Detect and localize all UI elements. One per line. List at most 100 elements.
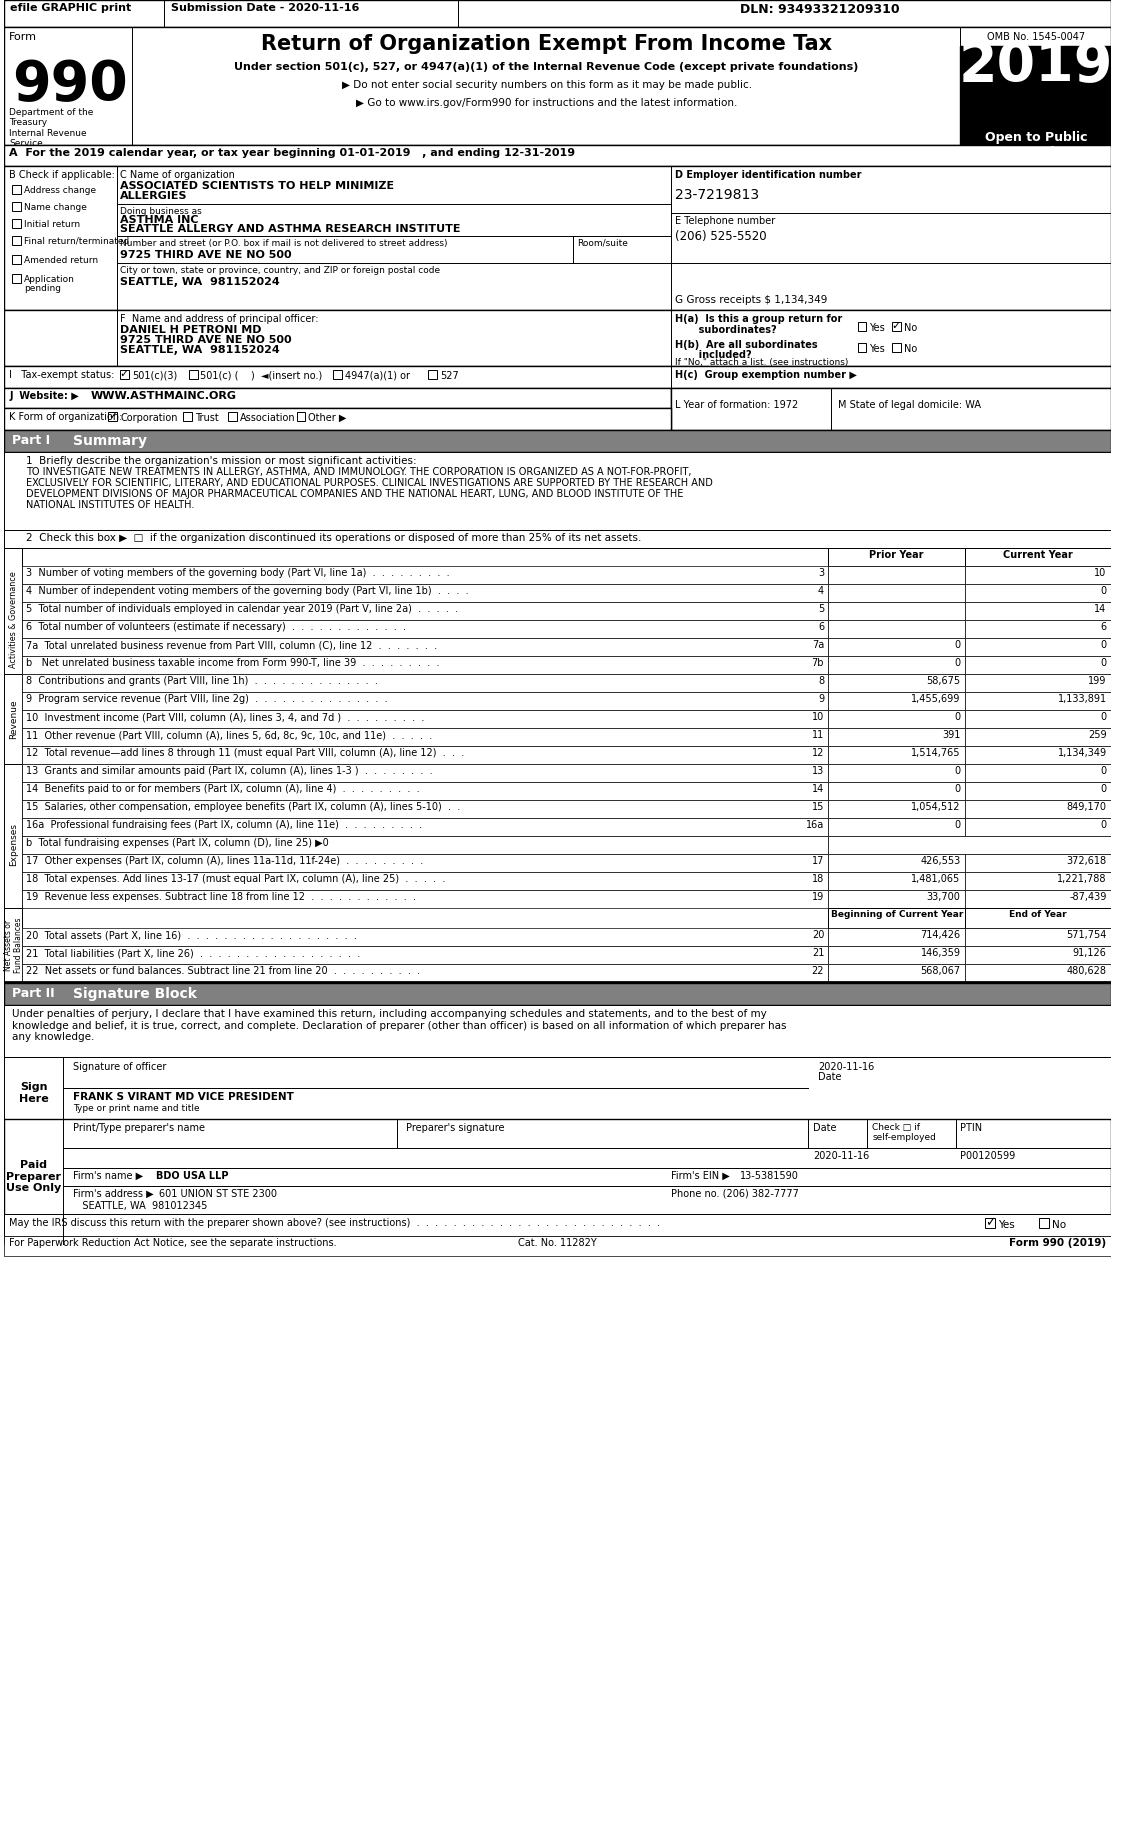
Text: 1,221,788: 1,221,788 xyxy=(1057,874,1106,883)
Bar xyxy=(23,835,828,854)
Bar xyxy=(828,548,965,566)
Bar xyxy=(828,585,965,601)
Text: 15: 15 xyxy=(812,802,824,811)
Bar xyxy=(965,782,1111,800)
Text: 1,455,699: 1,455,699 xyxy=(911,693,961,704)
Bar xyxy=(965,585,1111,601)
Bar xyxy=(12,236,21,245)
Text: 13  Grants and similar amounts paid (Part IX, column (A), lines 1-3 )  .  .  .  : 13 Grants and similar amounts paid (Part… xyxy=(26,765,432,776)
Bar xyxy=(965,620,1111,638)
Bar xyxy=(5,907,23,983)
Text: 22: 22 xyxy=(812,966,824,975)
Bar xyxy=(120,371,129,380)
Bar xyxy=(672,387,1111,430)
Bar xyxy=(183,411,192,420)
Bar xyxy=(23,763,828,782)
Text: 849,170: 849,170 xyxy=(1067,802,1106,811)
Bar xyxy=(12,275,21,282)
Bar xyxy=(828,928,965,946)
Text: No: No xyxy=(903,345,917,354)
Text: H(c)  Group exemption number ▶: H(c) Group exemption number ▶ xyxy=(675,371,857,380)
Bar xyxy=(5,1235,1111,1256)
Bar xyxy=(5,548,23,692)
Bar xyxy=(828,835,1111,854)
Text: 16a  Professional fundraising fees (Part IX, column (A), line 11e)  .  .  .  .  : 16a Professional fundraising fees (Part … xyxy=(26,821,422,830)
Bar xyxy=(23,964,828,983)
Bar xyxy=(965,601,1111,620)
Bar xyxy=(828,638,965,656)
Bar xyxy=(23,782,828,800)
Text: Other ▶: Other ▶ xyxy=(308,413,347,422)
Bar xyxy=(828,656,965,675)
Text: Current Year: Current Year xyxy=(1003,550,1073,561)
Text: Activities & Governance: Activities & Governance xyxy=(9,572,18,668)
Bar xyxy=(965,728,1111,747)
Bar xyxy=(5,0,1111,28)
Text: Prior Year: Prior Year xyxy=(869,550,924,561)
Text: K Form of organization:: K Form of organization: xyxy=(9,411,123,422)
Bar xyxy=(12,184,21,194)
Text: 4  Number of independent voting members of the governing body (Part VI, line 1b): 4 Number of independent voting members o… xyxy=(26,586,469,596)
Bar xyxy=(965,872,1111,891)
Text: E Telephone number: E Telephone number xyxy=(675,216,776,227)
Bar xyxy=(23,819,828,835)
Text: 21: 21 xyxy=(812,948,824,959)
Bar xyxy=(892,323,901,332)
Bar xyxy=(23,946,828,964)
Bar xyxy=(189,371,198,380)
Bar xyxy=(23,800,828,819)
Bar xyxy=(965,907,1111,928)
Text: subordinates?: subordinates? xyxy=(675,325,777,336)
Text: 7b: 7b xyxy=(812,658,824,668)
Bar xyxy=(228,411,237,420)
Bar xyxy=(23,872,828,891)
Text: Trust: Trust xyxy=(194,413,218,422)
Text: Beginning of Current Year: Beginning of Current Year xyxy=(831,909,963,918)
Text: Expenses: Expenses xyxy=(9,824,18,867)
Bar xyxy=(108,411,117,420)
Bar xyxy=(5,365,1111,387)
Text: 501(c)(3): 501(c)(3) xyxy=(132,371,177,382)
Text: Name change: Name change xyxy=(24,203,87,212)
Text: End of Year: End of Year xyxy=(1009,909,1067,918)
Text: 12: 12 xyxy=(812,749,824,758)
Bar xyxy=(828,747,965,763)
Text: 501(c) (    )  ◄(insert no.): 501(c) ( ) ◄(insert no.) xyxy=(201,371,323,382)
Text: 0: 0 xyxy=(954,712,961,723)
Text: Firm's address ▶: Firm's address ▶ xyxy=(73,1189,154,1199)
Text: 0: 0 xyxy=(954,784,961,795)
Text: Firm's name ▶: Firm's name ▶ xyxy=(73,1171,143,1180)
Text: 7a  Total unrelated business revenue from Part VIII, column (C), line 12  .  .  : 7a Total unrelated business revenue from… xyxy=(26,640,437,649)
Text: Signature Block: Signature Block xyxy=(73,987,196,1001)
Text: 1,054,512: 1,054,512 xyxy=(911,802,961,811)
Bar xyxy=(828,964,965,983)
Bar xyxy=(828,620,965,638)
Text: 10  Investment income (Part VIII, column (A), lines 3, 4, and 7d )  .  .  .  .  : 10 Investment income (Part VIII, column … xyxy=(26,712,425,723)
Text: OMB No. 1545-0047: OMB No. 1545-0047 xyxy=(987,31,1085,42)
Text: NATIONAL INSTITUTES OF HEALTH.: NATIONAL INSTITUTES OF HEALTH. xyxy=(26,500,194,511)
Text: 990: 990 xyxy=(12,57,128,112)
Bar xyxy=(965,819,1111,835)
Text: 20: 20 xyxy=(812,929,824,940)
Text: D Employer identification number: D Employer identification number xyxy=(675,170,861,181)
Bar xyxy=(828,601,965,620)
Text: 11: 11 xyxy=(812,730,824,739)
Bar xyxy=(23,854,828,872)
Bar xyxy=(5,310,1111,365)
Text: No: No xyxy=(1052,1221,1066,1230)
Text: Under section 501(c), 527, or 4947(a)(1) of the Internal Revenue Code (except pr: Under section 501(c), 527, or 4947(a)(1)… xyxy=(235,63,859,72)
Text: 0: 0 xyxy=(1101,784,1106,795)
Bar xyxy=(965,964,1111,983)
Bar xyxy=(5,1119,1111,1245)
Text: C Name of organization: C Name of organization xyxy=(120,170,235,181)
Bar xyxy=(5,166,1111,310)
Text: 22  Net assets or fund balances. Subtract line 21 from line 20  .  .  .  .  .  .: 22 Net assets or fund balances. Subtract… xyxy=(26,966,420,975)
Text: 6: 6 xyxy=(819,621,824,632)
Text: 16a: 16a xyxy=(806,821,824,830)
Bar xyxy=(828,819,965,835)
Text: 13: 13 xyxy=(812,765,824,776)
Text: ASTHMA INC: ASTHMA INC xyxy=(120,216,199,225)
Text: pending: pending xyxy=(24,284,61,293)
Text: 1  Briefly describe the organization's mission or most significant activities:: 1 Briefly describe the organization's mi… xyxy=(26,455,417,467)
Text: Sign
Here: Sign Here xyxy=(19,1082,49,1103)
